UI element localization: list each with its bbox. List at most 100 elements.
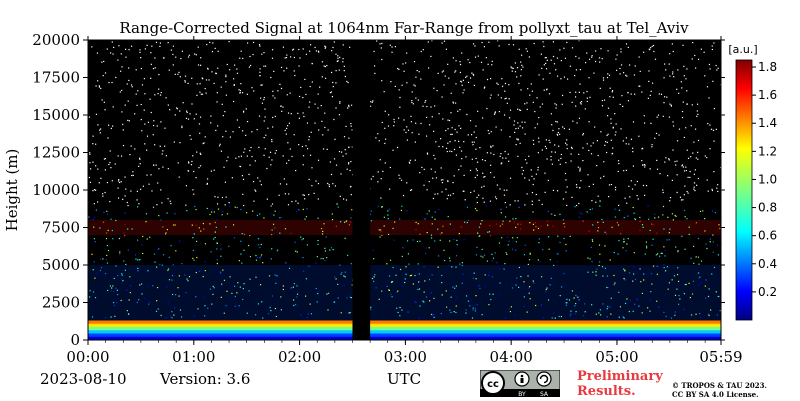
signal-speckle	[452, 57, 455, 59]
signal-speckle	[508, 160, 510, 162]
signal-speckle	[240, 240, 242, 242]
signal-speckle	[418, 273, 420, 275]
signal-speckle	[399, 106, 401, 108]
signal-speckle	[462, 92, 464, 94]
signal-speckle	[714, 211, 716, 214]
signal-speckle	[552, 55, 555, 58]
signal-speckle	[323, 223, 325, 225]
signal-speckle	[193, 233, 195, 235]
signal-speckle	[137, 267, 139, 270]
signal-speckle	[613, 284, 615, 286]
signal-speckle	[89, 296, 91, 298]
signal-speckle	[93, 188, 96, 191]
signal-speckle	[110, 290, 112, 292]
signal-speckle	[414, 85, 416, 87]
signal-speckle	[412, 239, 414, 241]
signal-speckle	[143, 109, 145, 111]
signal-speckle	[120, 155, 123, 157]
signal-speckle	[139, 284, 141, 286]
signal-speckle	[215, 226, 217, 229]
signal-speckle	[177, 287, 179, 289]
signal-speckle	[450, 133, 452, 136]
signal-speckle	[554, 317, 556, 319]
signal-speckle	[217, 196, 219, 198]
signal-speckle	[627, 238, 629, 240]
signal-speckle	[618, 316, 620, 318]
signal-speckle	[600, 314, 602, 316]
signal-speckle	[187, 56, 190, 58]
signal-speckle	[256, 256, 259, 259]
signal-speckle	[160, 91, 162, 94]
signal-speckle	[705, 279, 707, 281]
signal-speckle	[335, 225, 337, 227]
signal-speckle	[286, 54, 288, 56]
signal-speckle	[428, 210, 430, 212]
signal-speckle	[415, 97, 417, 99]
signal-speckle	[631, 147, 634, 149]
signal-speckle	[309, 101, 311, 103]
signal-speckle	[309, 303, 311, 305]
signal-speckle	[192, 155, 194, 157]
signal-speckle	[261, 84, 263, 86]
signal-speckle	[405, 62, 407, 64]
signal-speckle	[693, 186, 695, 188]
signal-speckle	[621, 95, 623, 97]
signal-speckle	[152, 124, 155, 127]
signal-speckle	[342, 58, 344, 60]
signal-speckle	[535, 304, 537, 307]
signal-speckle	[686, 90, 688, 92]
signal-speckle	[228, 202, 230, 204]
signal-speckle	[240, 50, 242, 52]
signal-speckle	[286, 67, 288, 69]
signal-speckle	[412, 103, 414, 105]
signal-speckle	[697, 158, 699, 160]
signal-speckle	[255, 190, 257, 192]
signal-speckle	[625, 143, 627, 145]
signal-speckle	[233, 83, 235, 86]
signal-speckle	[692, 280, 695, 282]
signal-speckle	[490, 78, 492, 80]
signal-speckle	[571, 101, 573, 103]
signal-speckle	[441, 182, 444, 184]
signal-speckle	[511, 70, 513, 72]
signal-speckle	[345, 199, 348, 201]
signal-speckle	[638, 305, 640, 307]
signal-speckle	[608, 184, 611, 186]
signal-speckle	[526, 102, 528, 104]
signal-speckle	[306, 122, 309, 124]
signal-speckle	[327, 182, 329, 185]
signal-speckle	[652, 238, 654, 240]
signal-speckle	[473, 190, 475, 192]
signal-speckle	[209, 41, 211, 43]
signal-speckle	[246, 93, 248, 95]
signal-speckle	[292, 286, 294, 288]
signal-speckle	[111, 125, 114, 127]
signal-speckle	[381, 290, 383, 292]
signal-speckle	[344, 237, 346, 239]
signal-speckle	[271, 139, 273, 141]
signal-speckle	[514, 71, 517, 73]
signal-speckle	[705, 243, 707, 245]
signal-speckle	[277, 90, 279, 92]
signal-speckle	[677, 250, 679, 252]
signal-speckle	[522, 169, 525, 172]
signal-speckle	[153, 120, 155, 122]
signal-speckle	[306, 244, 309, 246]
signal-speckle	[706, 86, 709, 88]
signal-speckle	[158, 73, 160, 76]
signal-speckle	[415, 76, 417, 78]
signal-speckle	[192, 249, 194, 251]
signal-speckle	[469, 61, 471, 64]
signal-speckle	[470, 300, 472, 302]
signal-speckle	[197, 64, 200, 66]
signal-speckle	[213, 238, 215, 240]
signal-speckle	[717, 295, 719, 298]
signal-speckle	[146, 174, 148, 176]
signal-speckle	[610, 139, 612, 141]
signal-speckle	[708, 288, 710, 290]
signal-speckle	[307, 313, 309, 315]
signal-speckle	[563, 272, 565, 275]
signal-speckle	[120, 236, 122, 238]
signal-speckle	[658, 134, 660, 136]
signal-speckle	[638, 135, 640, 137]
